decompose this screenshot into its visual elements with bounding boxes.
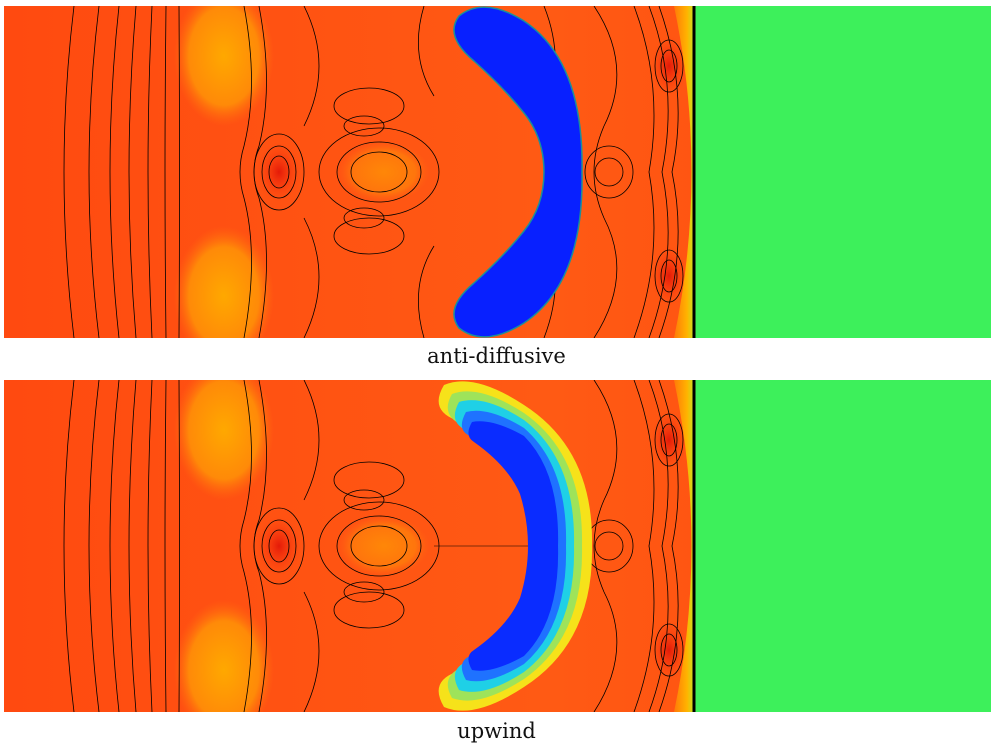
caption-anti-diffusive: anti-diffusive	[427, 344, 566, 368]
upper-right-spot	[651, 410, 687, 470]
lower-right-spot	[651, 620, 687, 680]
shocked-region	[674, 380, 696, 712]
lower-right-spot	[651, 246, 687, 306]
upper-right-spot	[651, 36, 687, 96]
unshocked-gas-region	[696, 6, 991, 338]
left-low-pressure-spot	[257, 516, 301, 576]
upwind-field-plot	[4, 380, 991, 712]
caption-upwind: upwind	[457, 719, 536, 743]
left-low-pressure-spot	[257, 142, 301, 202]
simulation-panel-anti-diffusive	[4, 6, 991, 338]
unshocked-gas-region	[696, 380, 991, 712]
lower-pressure-lobe	[174, 226, 274, 338]
simulation-panel-upwind	[4, 380, 991, 712]
lower-pressure-lobe	[174, 600, 274, 712]
anti-diffusive-field-plot	[4, 6, 991, 338]
interface-bubble	[453, 6, 583, 338]
center-pressure-lobe	[339, 516, 429, 576]
interface-bubble	[438, 381, 593, 711]
center-pressure-lobe	[339, 142, 429, 202]
contour-lines	[63, 380, 684, 712]
shocked-region	[674, 6, 696, 338]
